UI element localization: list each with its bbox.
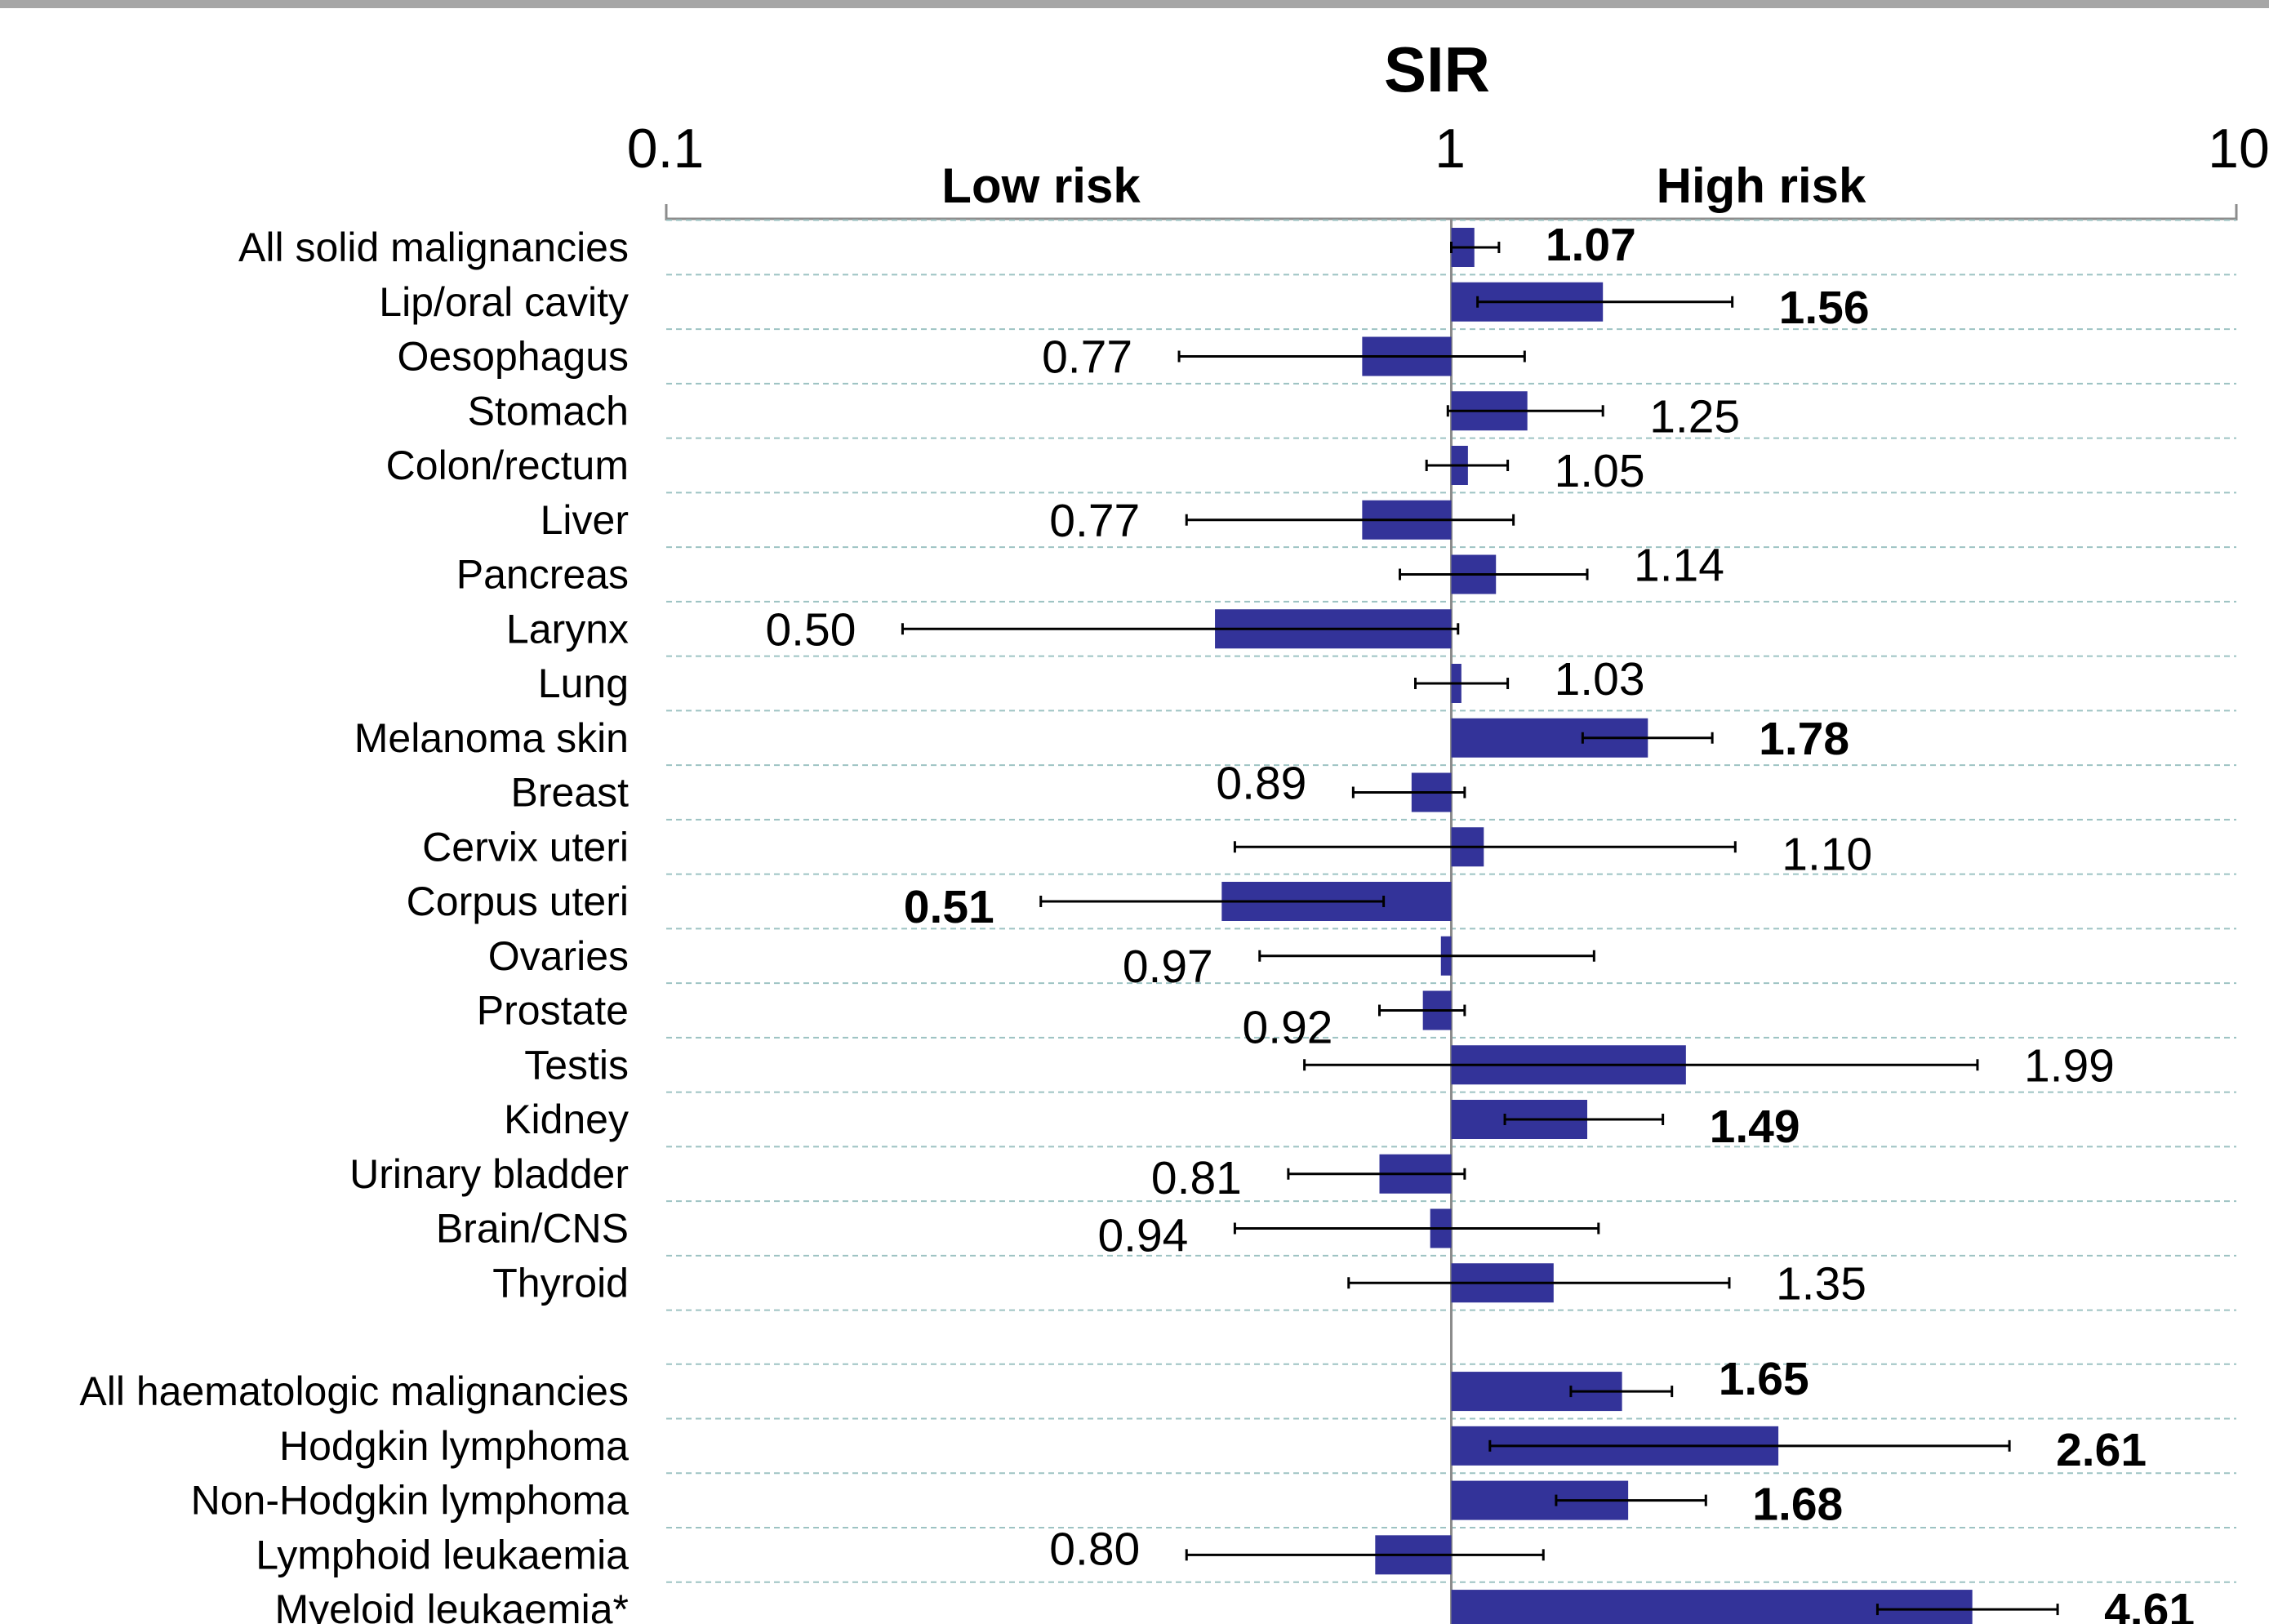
category-label-oesophagus: Oesophagus <box>397 334 629 380</box>
category-label-non-hodgkin-lymphoma: Non-Hodgkin lymphoma <box>191 1478 630 1524</box>
x-tick-label-0.1: 0.1 <box>627 118 705 180</box>
value-label-breast: 0.89 <box>1216 758 1306 810</box>
value-label-melanoma-skin: 1.78 <box>1759 713 1849 765</box>
value-label-larynx: 0.50 <box>765 603 856 656</box>
category-label-kidney: Kidney <box>504 1097 629 1142</box>
category-label-lung: Lung <box>538 661 629 706</box>
value-label-urinary-bladder: 0.81 <box>1151 1152 1242 1204</box>
value-label-thyroid: 1.35 <box>1776 1257 1866 1310</box>
category-label-myeloid-leukaemia: Myeloid leukaemia* <box>274 1586 629 1624</box>
value-label-lymphoid-leukaemia: 0.80 <box>1049 1523 1140 1575</box>
top-border <box>0 0 2269 8</box>
value-label-brain-cns: 0.94 <box>1097 1210 1188 1262</box>
value-label-pancreas: 1.14 <box>1634 540 1724 592</box>
low-risk-label: Low risk <box>941 158 1141 213</box>
category-label-breast: Breast <box>510 770 629 816</box>
category-label-liver: Liver <box>541 497 629 543</box>
category-label-ovaries: Ovaries <box>488 933 629 979</box>
category-label-prostate: Prostate <box>477 988 629 1034</box>
value-label-myeloid-leukaemia: 4.61 <box>2104 1584 2195 1624</box>
value-label-all-haematologic-malignancies: 1.65 <box>1719 1353 1809 1405</box>
category-label-melanoma-skin: Melanoma skin <box>354 715 629 761</box>
category-label-all-solid-malignancies: All solid malignancies <box>238 225 629 270</box>
value-label-hodgkin-lymphoma: 2.61 <box>2056 1424 2147 1476</box>
category-label-cervix-uteri: Cervix uteri <box>422 824 629 870</box>
category-label-urinary-bladder: Urinary bladder <box>349 1151 629 1197</box>
category-label-colon-rectum: Colon/rectum <box>386 443 629 488</box>
value-label-ovaries: 0.97 <box>1123 941 1213 993</box>
chart-title: SIR <box>1384 33 1490 105</box>
category-label-lip-oral-cavity: Lip/oral cavity <box>379 279 629 325</box>
value-label-liver: 0.77 <box>1049 495 1140 547</box>
high-risk-label: High risk <box>1657 158 1866 213</box>
category-label-larynx: Larynx <box>506 606 629 652</box>
value-label-kidney: 1.49 <box>1710 1101 1800 1153</box>
category-label-testis: Testis <box>524 1042 629 1088</box>
category-label-all-haematologic-malignancies: All haematologic malignancies <box>79 1368 629 1414</box>
value-label-lung: 1.03 <box>1555 653 1645 705</box>
x-tick-label-1: 1 <box>1435 118 1466 180</box>
category-label-hodgkin-lymphoma: Hodgkin lymphoma <box>279 1423 629 1469</box>
category-label-stomach: Stomach <box>468 388 629 434</box>
value-label-non-hodgkin-lymphoma: 1.68 <box>1752 1479 1843 1531</box>
value-label-all-solid-malignancies: 1.07 <box>1546 219 1636 271</box>
value-label-colon-rectum: 1.05 <box>1555 445 1645 497</box>
category-label-thyroid: Thyroid <box>492 1260 629 1306</box>
value-label-cervix-uteri: 1.10 <box>1782 828 1872 880</box>
x-tick-label-10: 10 <box>2208 118 2269 180</box>
value-label-testis: 1.99 <box>2024 1039 2115 1092</box>
value-label-corpus-uteri: 0.51 <box>904 881 994 933</box>
value-label-prostate: 0.92 <box>1243 1002 1333 1054</box>
value-label-oesophagus: 0.77 <box>1042 331 1132 384</box>
category-label-brain-cns: Brain/CNS <box>436 1206 629 1252</box>
category-label-corpus-uteri: Corpus uteri <box>407 879 629 924</box>
category-label-lymphoid-leukaemia: Lymphoid leukaemia <box>256 1532 629 1577</box>
bar-myeloid-leukaemia <box>1451 1590 1973 1624</box>
category-label-pancreas: Pancreas <box>456 552 629 598</box>
value-label-lip-oral-cavity: 1.56 <box>1779 282 1870 334</box>
value-label-stomach: 1.25 <box>1649 390 1740 443</box>
